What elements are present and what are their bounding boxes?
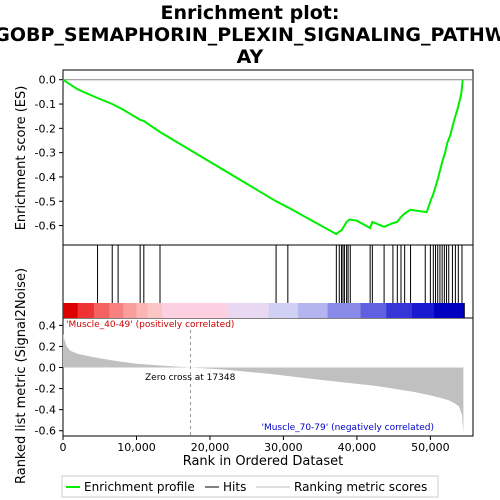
colorbar-segment bbox=[109, 303, 124, 318]
metric-ytick-label: -0.2 bbox=[35, 383, 56, 396]
enrichment-profile-line bbox=[62, 78, 464, 236]
es-y-axis-label: Enrichment score (ES) bbox=[14, 86, 29, 231]
x-axis-ticks: 0 10,000 20,000 30,000 40,000 50,000 bbox=[60, 436, 450, 454]
colorbar-segment bbox=[136, 303, 148, 318]
xtick-label: 20,000 bbox=[191, 441, 230, 454]
legend: Enrichment profile Hits Ranking metric s… bbox=[61, 475, 439, 498]
colorbar-segment bbox=[327, 303, 362, 318]
xtick-label: 50,000 bbox=[411, 441, 450, 454]
colorbar-segment bbox=[386, 303, 413, 318]
colorbar-segment bbox=[123, 303, 137, 318]
metric-y-axis-ticks: 0.4 0.2 0.0 -0.2 -0.4 -0.6 bbox=[35, 319, 63, 438]
es-panel-frame bbox=[62, 69, 474, 246]
xtick-label: 40,000 bbox=[338, 441, 377, 454]
colorbar-segment bbox=[412, 303, 435, 318]
ranking-metric-fill bbox=[63, 333, 464, 433]
colorbar-segment bbox=[77, 303, 95, 318]
enrichment-profile-polyline bbox=[62, 78, 464, 236]
colorbar-segment bbox=[360, 303, 387, 318]
chart-title: Enrichment plot: GOBP_SEMAPHORIN_PLEXIN_… bbox=[0, 2, 500, 68]
colorbar-segment bbox=[228, 303, 270, 318]
xtick-label: 30,000 bbox=[264, 441, 303, 454]
colorbar-segment bbox=[434, 303, 465, 318]
negative-correlation-label: 'Muscle_70-79' (negatively correlated) bbox=[261, 423, 434, 433]
hit-lines bbox=[97, 245, 463, 303]
legend-hits-label: Hits bbox=[223, 480, 246, 494]
es-ytick-label: -0.1 bbox=[35, 98, 56, 111]
es-ytick-label: -0.6 bbox=[35, 220, 56, 233]
metric-ytick-label: -0.4 bbox=[35, 404, 56, 417]
es-ytick-label: 0.0 bbox=[39, 74, 57, 87]
zero-cross-label: Zero cross at 17348 bbox=[145, 373, 236, 383]
es-ytick-label: -0.4 bbox=[35, 171, 56, 184]
ranking-metric-area bbox=[63, 333, 464, 433]
colorbar-segment bbox=[63, 303, 79, 318]
es-ytick-label: -0.3 bbox=[35, 147, 56, 160]
title-line-1: Enrichment plot: bbox=[161, 2, 340, 24]
colorbar-segment bbox=[147, 303, 163, 318]
positive-correlation-label: 'Muscle_40-49' (positively correlated) bbox=[66, 320, 234, 330]
metric-ytick-label: 0.4 bbox=[39, 319, 57, 332]
colorbar-segment bbox=[93, 303, 110, 318]
xtick-label: 10,000 bbox=[117, 441, 156, 454]
colorbar-segment bbox=[162, 303, 229, 318]
metric-ytick-label: 0.2 bbox=[39, 340, 57, 353]
legend-enrichment-label: Enrichment profile bbox=[84, 480, 195, 494]
legend-frame bbox=[61, 475, 439, 498]
metric-ytick-label: -0.6 bbox=[35, 425, 56, 438]
colorbar-segment bbox=[268, 303, 299, 318]
es-y-axis-ticks: 0.0 -0.1 -0.2 -0.3 -0.4 -0.5 -0.6 bbox=[35, 74, 63, 233]
colorbar-segment bbox=[298, 303, 329, 318]
metric-ytick-label: 0.0 bbox=[39, 362, 57, 375]
rank-colorbar bbox=[63, 303, 465, 318]
metric-y-axis-label: Ranked list metric (Signal2Noise) bbox=[14, 268, 29, 484]
xtick-label: 0 bbox=[60, 441, 67, 454]
legend-metric-label: Ranking metric scores bbox=[294, 480, 427, 494]
x-axis-label: Rank in Ordered Dataset bbox=[183, 454, 344, 469]
es-ytick-label: -0.2 bbox=[35, 122, 56, 135]
title-line-2: GOBP_SEMAPHORIN_PLEXIN_SIGNALING_PATHW bbox=[0, 24, 500, 46]
es-ytick-label: -0.5 bbox=[35, 195, 56, 208]
title-line-3: AY bbox=[237, 46, 264, 68]
